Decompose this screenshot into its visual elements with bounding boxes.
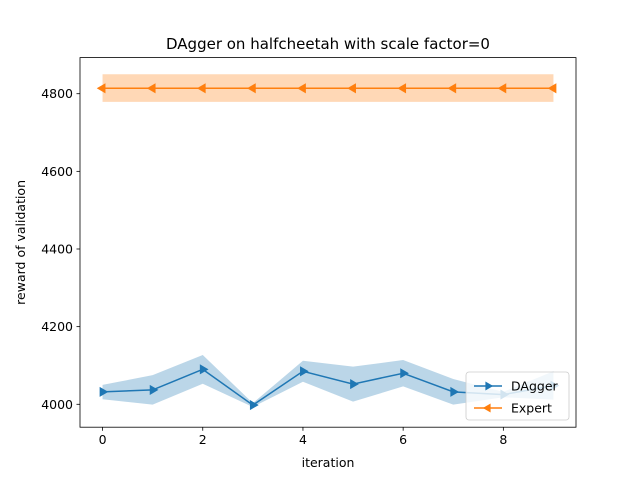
y-tick-label: 4600	[41, 164, 73, 179]
y-tick-label: 4000	[41, 397, 73, 412]
plot-area	[96, 74, 560, 411]
dagger-point	[249, 400, 259, 411]
x-tick-label: 8	[499, 432, 507, 447]
x-tick-label: 0	[99, 432, 107, 447]
dagger-point	[350, 379, 359, 390]
expert-point	[497, 83, 507, 94]
expert-point	[447, 83, 457, 94]
legend-expert-marker	[482, 403, 491, 413]
y-tick-label: 4200	[41, 319, 73, 334]
x-tick-label: 2	[199, 432, 207, 447]
x-axis-label: iteration	[302, 455, 355, 470]
expert-point	[96, 83, 106, 94]
dagger-point	[400, 368, 409, 379]
x-axis: 0 2 4 6 8	[99, 427, 507, 447]
expert-point	[347, 83, 356, 94]
expert-point	[196, 83, 206, 94]
legend-dagger-marker	[485, 381, 494, 391]
dagger-point	[149, 384, 159, 395]
x-tick-label: 6	[399, 432, 407, 447]
expert-point	[146, 83, 156, 94]
dagger-point	[99, 386, 109, 397]
y-tick-label: 4400	[41, 242, 73, 257]
dagger-point	[199, 364, 209, 375]
expert-point	[297, 83, 306, 94]
dagger-point	[450, 386, 460, 397]
y-axis: 4000 4200 4400 4600 4800	[41, 86, 80, 412]
legend: DAgger Expert	[465, 371, 570, 421]
expert-point	[247, 83, 256, 94]
x-tick-label: 4	[299, 432, 307, 447]
legend-expert-label: Expert	[511, 401, 552, 416]
dagger-confidence-band	[102, 354, 554, 408]
y-axis-label: reward of validation	[13, 180, 28, 305]
legend-dagger-label: DAgger	[511, 379, 559, 394]
y-tick-label: 4800	[41, 86, 73, 101]
expert-point	[547, 83, 557, 94]
axes-frame	[79, 57, 577, 428]
chart-title: DAgger on halfcheetah with scale factor=…	[166, 35, 490, 53]
expert-point	[397, 83, 407, 94]
dagger-point	[300, 366, 309, 377]
